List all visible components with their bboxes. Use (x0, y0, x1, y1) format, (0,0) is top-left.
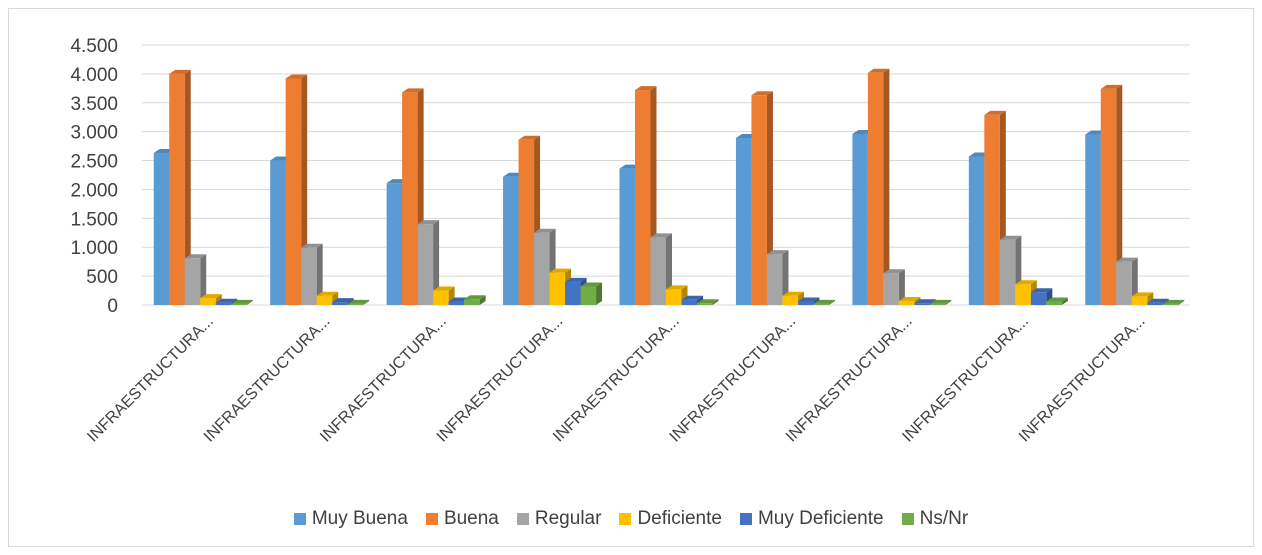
legend-item: Muy Deficiente (740, 508, 884, 530)
y-tick-label: 3.500 (70, 94, 118, 115)
y-tick-label: 3.000 (70, 123, 118, 144)
legend-item: Muy Buena (294, 508, 408, 530)
y-tick-label: 4.500 (70, 36, 118, 57)
y-tick-label: 1.000 (70, 238, 118, 259)
x-tick-label: INFRAESTRUCTURA... (317, 313, 450, 446)
chart-legend: Muy Buena Buena Regular Deficiente Muy Defic… (0, 508, 1262, 530)
legend-label: Regular (535, 508, 602, 530)
legend-swatch (294, 513, 306, 525)
x-tick-label: INFRAESTRUCTURA... (899, 313, 1032, 446)
legend-item: Buena (426, 508, 499, 530)
x-tick-label: INFRAESTRUCTURA... (667, 313, 800, 446)
y-tick-label: 4.000 (70, 65, 118, 86)
legend-swatch (902, 513, 914, 525)
x-tick-label: INFRAESTRUCTURA... (1016, 313, 1149, 446)
y-tick-label: 2.500 (70, 152, 118, 173)
legend-label: Muy Buena (312, 508, 408, 530)
bar (581, 283, 603, 305)
bar (464, 295, 486, 305)
legend-label: Muy Deficiente (758, 508, 884, 530)
legend-item: Ns/Nr (902, 508, 969, 530)
legend-item: Deficiente (619, 508, 722, 530)
legend-label: Ns/Nr (920, 508, 969, 530)
y-tick-label: 1.500 (70, 209, 118, 230)
y-tick-label: 0 (107, 296, 118, 317)
y-tick-label: 500 (86, 267, 118, 288)
bars (154, 69, 1185, 305)
legend-label: Buena (444, 508, 499, 530)
x-tick-label: INFRAESTRUCTURA... (550, 313, 683, 446)
x-tick-label: INFRAESTRUCTURA... (434, 313, 567, 446)
y-tick-label: 2.000 (70, 180, 118, 201)
bar-chart: 0 500 1.000 1.500 2.000 2.500 3.000 3.500 4.000 4… (0, 0, 1262, 500)
x-tick-label: INFRAESTRUCTURA... (783, 313, 916, 446)
x-tick-label: INFRAESTRUCTURA... (201, 313, 334, 446)
legend-item: Regular (517, 508, 602, 530)
legend-swatch (517, 513, 529, 525)
x-tick-label: INFRAESTRUCTURA... (84, 313, 217, 446)
legend-swatch (426, 513, 438, 525)
legend-swatch (740, 513, 752, 525)
legend-label: Deficiente (637, 508, 722, 530)
legend-swatch (619, 513, 631, 525)
bar (868, 69, 890, 305)
